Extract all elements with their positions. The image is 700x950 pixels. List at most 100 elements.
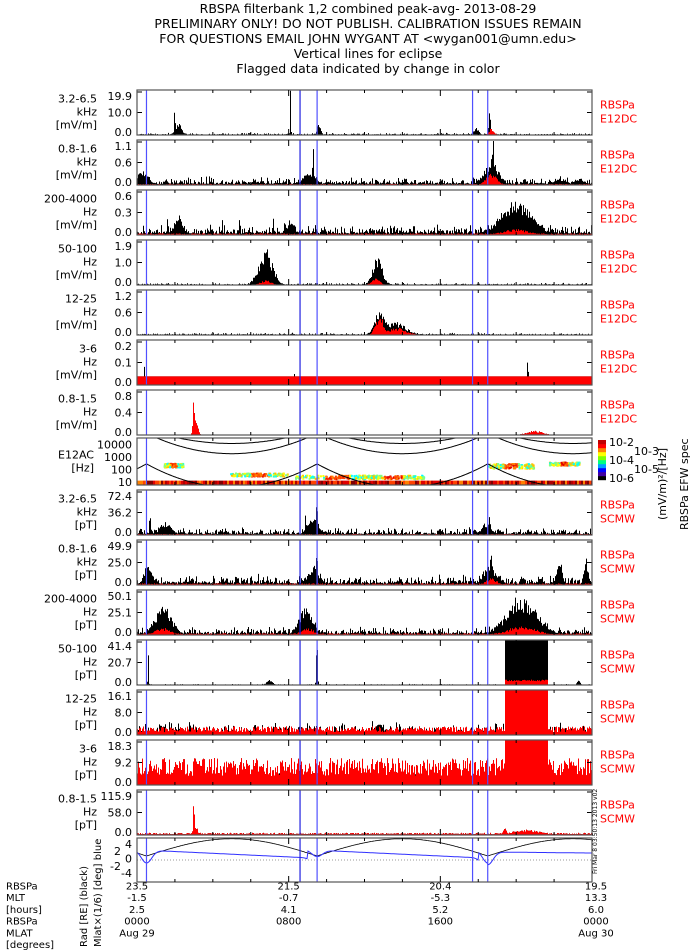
- spectrogram-cell: [389, 476, 392, 479]
- spectrogram-cell: [552, 462, 555, 465]
- spectrogram-cell: [259, 480, 261, 485]
- bottom-axis-value: 2.5: [129, 905, 145, 916]
- spectrogram-cell: [257, 480, 259, 485]
- spectrogram-cell: [517, 465, 520, 468]
- y-axis-label: kHz: [77, 506, 98, 519]
- y-tick-label: 0.0: [115, 276, 133, 289]
- spectrogram-cell: [579, 480, 581, 485]
- spectrogram-cell: [445, 480, 447, 485]
- panel-plot-area: [137, 806, 592, 835]
- y-axis-label: [pT]: [75, 519, 97, 532]
- spectrogram-cell: [417, 480, 419, 485]
- colorbar-title: (mV/m)²/[Hz]: [656, 448, 669, 520]
- spectrogram-cell: [261, 475, 264, 478]
- spectrogram-cell: [419, 476, 422, 479]
- y-axis-label: kHz: [77, 156, 98, 169]
- spectrogram-cell: [181, 462, 184, 465]
- spectrogram-cell: [531, 463, 534, 466]
- panel-plot-area: [137, 312, 592, 335]
- spectrogram-cell: [173, 465, 176, 468]
- spectrogram-cell: [253, 475, 256, 478]
- spectrogram-cell: [465, 480, 467, 485]
- spectrogram-cell: [397, 476, 400, 479]
- spectrogram-cell: [357, 480, 359, 485]
- spectrogram-cell: [353, 477, 356, 480]
- spectrogram-cell: [255, 480, 257, 485]
- y-axis-label: Hz: [83, 356, 97, 369]
- spectrogram-cell: [269, 475, 272, 478]
- spectrogram-cell: [557, 462, 560, 465]
- y-tick-label: 0.0: [115, 426, 133, 439]
- spectrogram-cell: [307, 480, 309, 485]
- spectrogram-cell: [399, 480, 401, 485]
- instrument-label: RBSPa: [600, 99, 635, 112]
- y-tick-label: 0.4: [115, 407, 133, 420]
- spectrogram-cell: [563, 480, 565, 485]
- spectrogram-cell: [151, 480, 153, 485]
- spectrogram-cell: [529, 464, 532, 467]
- y-tick-label: 1.1: [115, 140, 133, 153]
- spectrogram-cell: [495, 465, 498, 468]
- spectrogram-cell: [379, 477, 382, 480]
- colorbar-swatch: [598, 468, 606, 473]
- y-tick-label: 0.0: [115, 226, 133, 239]
- colorbar-swatch: [598, 452, 606, 457]
- spectrogram-cell: [171, 466, 174, 469]
- y-tick-label: 115.9: [101, 790, 133, 803]
- y-axis-label: [pT]: [75, 719, 97, 732]
- spectrogram-cell: [279, 480, 281, 485]
- panel-plot-area: [137, 402, 592, 435]
- spectrogram-cell: [481, 480, 483, 485]
- red-series-flagged: [137, 402, 592, 435]
- spectrogram-cell: [181, 466, 184, 469]
- spectrogram-cell: [245, 474, 248, 477]
- spectrogram-cell: [172, 464, 175, 467]
- spectrogram-cell: [527, 466, 530, 469]
- instrument-label: RBSPa: [600, 349, 635, 362]
- spectrogram-cell: [347, 474, 350, 477]
- colorbar-swatch: [598, 464, 606, 469]
- spectrogram-cell: [363, 477, 366, 480]
- spectrogram-cell: [297, 480, 299, 485]
- y-tick-label: 50.1: [108, 590, 133, 603]
- spectrogram-cell: [561, 480, 563, 485]
- y-tick-label: 0.0: [115, 526, 133, 539]
- spectrogram-cell: [283, 480, 285, 485]
- spectrogram-cell: [295, 477, 298, 480]
- instrument-label: RBSPa: [600, 649, 635, 662]
- spectrogram-cell: [247, 472, 250, 475]
- spectrogram-cell: [495, 480, 497, 485]
- spectrogram-cell: [329, 478, 332, 481]
- spectrogram-cell: [329, 475, 332, 478]
- spectrogram-cell: [491, 464, 494, 467]
- instrument-label: E12DC: [600, 313, 637, 326]
- spectrogram-cell: [422, 476, 425, 479]
- spectrogram-cell: [502, 464, 505, 467]
- colorbar-swatch: [598, 472, 606, 477]
- colorbar-tick-label: 10-2: [609, 436, 634, 449]
- spectrogram-cell: [267, 480, 269, 485]
- spectrogram-cell: [376, 474, 379, 477]
- bottom-axis-value: 0800: [276, 917, 301, 928]
- spectrogram-cell: [493, 463, 496, 466]
- bottom-axis-value: Aug 30: [578, 928, 613, 939]
- spectrogram-cell: [583, 480, 585, 485]
- spectrogram-cell: [313, 480, 315, 485]
- spectrogram-cell: [189, 480, 191, 485]
- spectrogram-cell: [372, 475, 375, 478]
- spectrogram-cell: [503, 480, 505, 485]
- mlat-line: [137, 850, 592, 866]
- instrument-label: E12DC: [600, 113, 637, 126]
- y-axis-label: [Hz]: [71, 462, 94, 475]
- y-tick-label: 0.0: [115, 126, 133, 139]
- spectrogram-cell: [370, 474, 373, 477]
- spectrogram-cell: [505, 467, 508, 470]
- spectrogram-cell: [172, 463, 175, 466]
- y-tick-label: 0.0: [115, 726, 133, 739]
- y-axis-label: [mV/m]: [56, 269, 97, 282]
- y-tick-label: 0.0: [115, 376, 133, 389]
